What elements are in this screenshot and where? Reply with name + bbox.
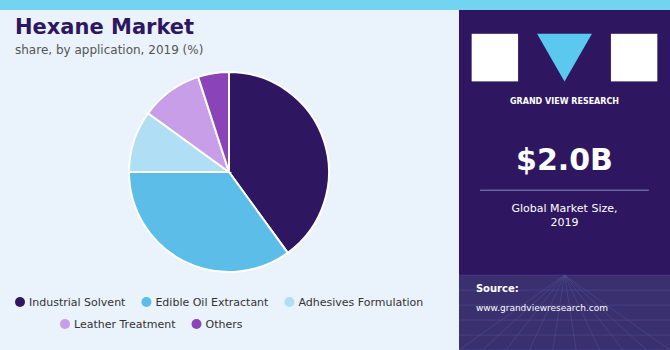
panel-grid-line [459,335,670,336]
legend-marker [15,297,25,307]
pie-slice [129,172,288,272]
logo-shape [611,34,657,82]
legend-label: Others [206,318,243,331]
side-panel: GRAND VIEW RESEARCH $2.0B Global Market Si… [459,10,670,350]
pie-slice [198,72,229,172]
background [0,0,670,350]
divider [480,190,649,191]
legend-marker [141,297,151,307]
legend-label: Edible Oil Extractant [155,296,269,309]
title: Hexane Market [15,15,194,39]
logo-shape [537,34,592,82]
panel-grid-line [459,275,670,276]
subtitle: share, by application, 2019 (%) [15,43,203,57]
legend-marker [192,319,202,329]
panel-grid-line [459,320,670,321]
market-size: $2.0B [516,142,613,177]
pie [129,72,329,272]
legend-label: Leather Treatment [74,318,176,331]
logo-shape [472,34,518,82]
market-label-line: 2019 [551,216,579,229]
legend-marker [284,297,294,307]
top-bar [0,0,670,10]
legend-marker [60,319,70,329]
brand-name: GRAND VIEW RESEARCH [510,97,619,106]
legend-label: Industrial Solvent [29,296,126,309]
panel-background [459,10,670,350]
source-url: www.grandviewresearch.com [476,303,608,313]
market-label-line: Global Market Size, [512,202,618,215]
chart: GRAND VIEW RESEARCH $2.0B Global Market Si… [0,0,670,350]
legend-label: Adhesives Formulation [298,296,423,309]
panel-grid-background [459,275,670,350]
source-label: Source: [476,283,519,294]
legend: Industrial Solvent Edible Oil Extractant A… [15,296,423,331]
market-label: Global Market Size,2019 [512,202,618,229]
